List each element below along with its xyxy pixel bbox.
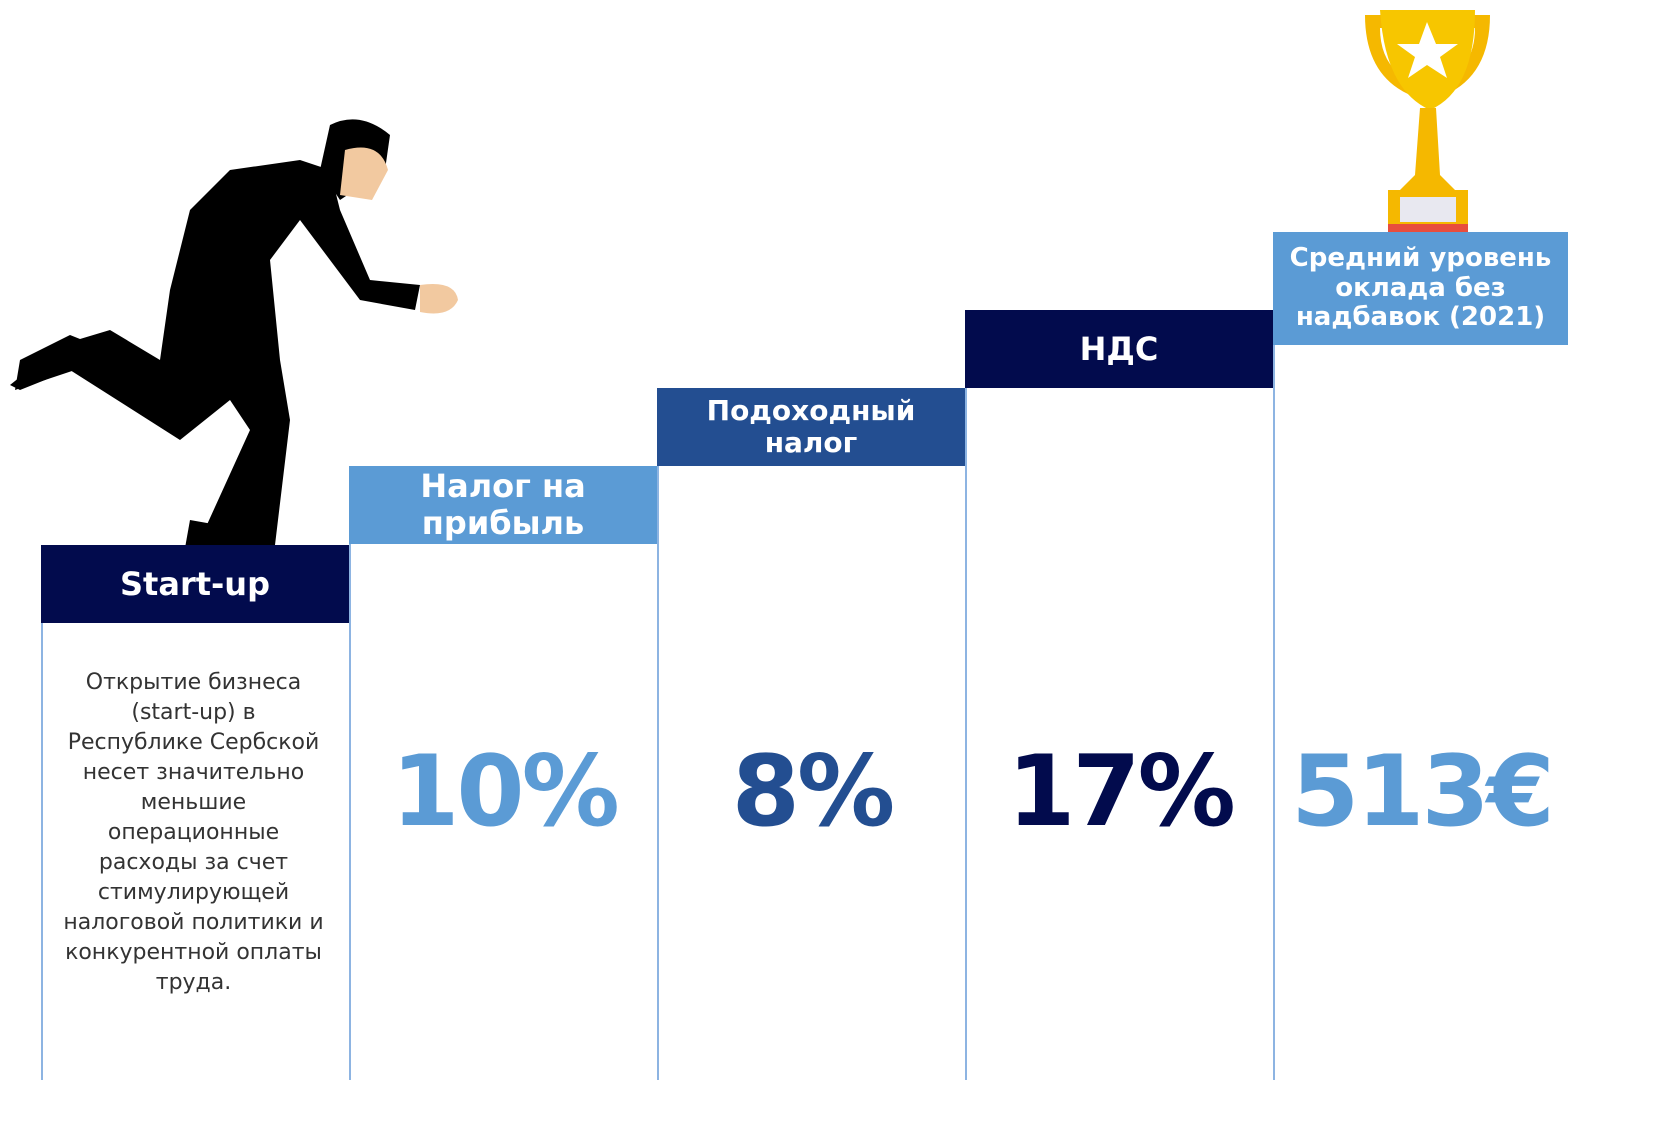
header-line: Start-up: [41, 566, 349, 603]
header-line: налог: [657, 427, 965, 459]
page: Start-up Открытие бизнеса (start-up) в Ре…: [0, 0, 1663, 1147]
header-line: Налог на: [349, 468, 657, 505]
header-line: прибыль: [349, 505, 657, 542]
step-value: 10%: [351, 735, 657, 849]
step-column: НДС 17%: [965, 310, 1273, 1080]
header-line: НДС: [965, 331, 1273, 368]
header-line: Средний уровень: [1273, 244, 1568, 274]
step-column: Start-up Открытие бизнеса (start-up) в Ре…: [41, 545, 349, 1080]
step-description: Открытие бизнеса (start-up) в Республике…: [63, 668, 324, 998]
header-line: Подоходный: [657, 395, 965, 427]
step-value: 8%: [659, 735, 965, 849]
trophy: [1365, 10, 1490, 232]
step-header: Start-up: [41, 545, 349, 623]
step-value: 17%: [967, 735, 1273, 849]
header-line: надбавок (2021): [1273, 303, 1568, 333]
step-header: НДС: [965, 310, 1273, 388]
step-value: 513€: [1275, 735, 1568, 849]
header-line: оклада без: [1273, 274, 1568, 304]
hand: [420, 284, 458, 314]
